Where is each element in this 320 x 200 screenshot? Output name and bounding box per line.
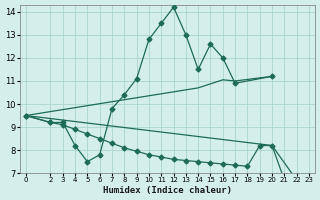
X-axis label: Humidex (Indice chaleur): Humidex (Indice chaleur): [103, 186, 232, 195]
